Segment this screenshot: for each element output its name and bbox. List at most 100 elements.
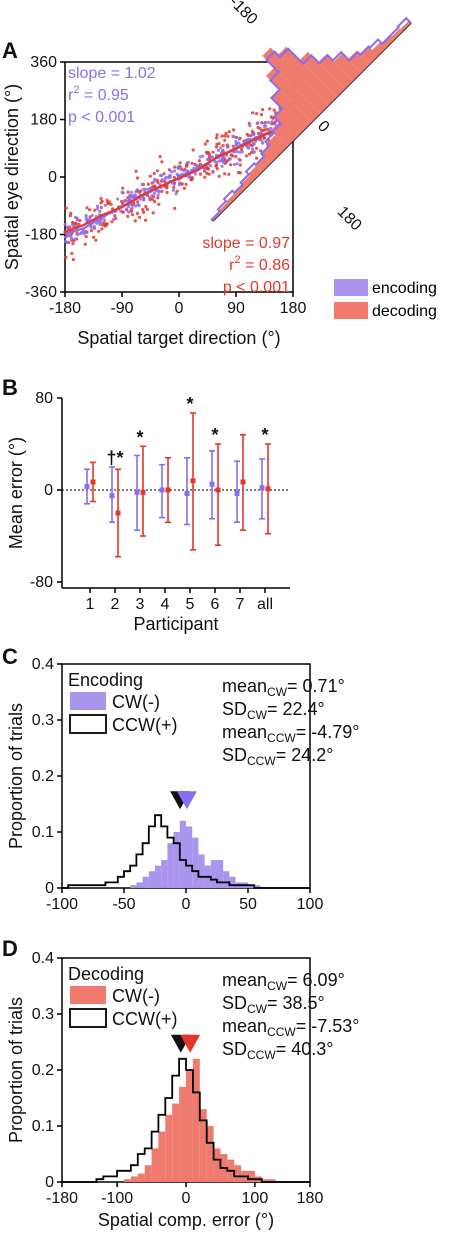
encoding-point [248, 124, 252, 128]
encoding-point [181, 169, 185, 173]
panel-a-y-tick-label: 0 [48, 169, 57, 186]
decoding-point [165, 186, 169, 190]
marginal-decoding-bar [299, 51, 346, 98]
encoding-point [215, 160, 219, 165]
cw-histogram-bar [155, 865, 162, 888]
decoding-mean-marker [215, 487, 221, 493]
panel-b-x-tick-label: 6 [211, 596, 220, 613]
encoding-point [69, 234, 73, 238]
decoding-point [211, 150, 215, 154]
encoding-mean-marker [134, 489, 140, 495]
encoding-point [269, 126, 273, 130]
marginal-bars [210, 16, 412, 222]
encoding-r2-text: r2 = 0.95 [68, 84, 129, 104]
decoding-point [190, 161, 194, 165]
cw-histogram-bar [124, 1179, 131, 1182]
decoding-point [99, 206, 103, 210]
panel-c-title: Encoding [68, 670, 143, 690]
decoding-point [165, 190, 169, 195]
panel-d-mean-cw: meanCW= 6.09° [222, 970, 345, 993]
x-tick-label: 50 [239, 896, 257, 913]
decoding-p-text: p < 0.001 [223, 279, 290, 296]
cw-histogram-bar [136, 882, 143, 888]
decoding-point [156, 180, 160, 185]
cw-histogram-bar [268, 1179, 276, 1182]
panel-c-mean-ccw: meanCCW= -4.79° [222, 722, 359, 745]
encoding-point [76, 233, 80, 237]
encoding-point [237, 137, 241, 141]
panel-d-sd-ccw: SDCCW= 40.3° [222, 1039, 333, 1062]
decoding-point [172, 185, 176, 189]
decoding-point [150, 197, 154, 201]
cw-histogram-bar [248, 885, 255, 888]
encoding-point [70, 236, 74, 240]
decoding-point [226, 134, 230, 138]
cw-histogram-bar [137, 1173, 145, 1182]
encoding-point [240, 150, 244, 154]
decoding-point [126, 214, 130, 218]
decoding-point [110, 220, 114, 224]
decoding-point [198, 172, 203, 176]
decoding-point [272, 108, 276, 112]
encoding-mean-marker [184, 490, 190, 496]
marginal-decoding-bar [265, 67, 321, 122]
decoding-mean-marker [265, 486, 271, 492]
x-tick-label: 100 [297, 896, 324, 913]
decoding-point [178, 161, 182, 165]
decoding-point [220, 134, 224, 138]
panel-d-histogram [62, 1034, 310, 1183]
panel-b-x-tick-label: 5 [186, 596, 195, 613]
x-tick-label: -180 [46, 1190, 78, 1207]
decoding-point [251, 111, 255, 115]
encoding-point [134, 204, 138, 208]
panel-c-ticks: -100 -50 0 50 100 0 0.1 0.2 0.3 0.4 [32, 656, 324, 913]
decoding-point [135, 176, 140, 180]
encoding-point [103, 203, 107, 207]
decoding-point [175, 189, 179, 193]
decoding-point [203, 175, 207, 179]
encoding-point [209, 155, 213, 159]
encoding-point [203, 168, 207, 172]
decoding-point [205, 171, 209, 175]
panel-a-y-tick-label: -180 [25, 227, 57, 244]
panel-a-x-tick-label: -90 [110, 300, 133, 317]
cw-histogram-bar [229, 876, 236, 888]
encoding-point [126, 210, 131, 214]
y-tick-label: 0.2 [32, 1062, 54, 1079]
encoding-point [116, 197, 120, 201]
y-tick-label: 0 [45, 1174, 54, 1191]
panel-b-error-bars: †* * * * * [84, 394, 271, 558]
panel-b-y-tick-label: 80 [35, 390, 53, 407]
decoding-point [173, 206, 177, 210]
significance-marker: * [211, 425, 218, 445]
cw-histogram-bar [144, 1165, 152, 1182]
legend-encoding-swatch [334, 279, 368, 296]
decoding-point [215, 167, 219, 171]
marginal-decoding-bar [277, 46, 337, 106]
cw-histogram-bar [167, 843, 174, 888]
decoding-point [162, 172, 166, 176]
decoding-point [260, 129, 264, 133]
decoding-point [238, 171, 242, 175]
panel-b-y-tick-label: 0 [44, 482, 53, 499]
cw-histogram-bar [192, 1058, 200, 1182]
decoding-point [221, 144, 225, 148]
decoding-point [214, 145, 219, 149]
panel-a-trend-lines [64, 119, 294, 235]
cw-histogram-bar [130, 1176, 138, 1182]
panel-c-legend-ccw-swatch [69, 714, 107, 734]
marginal-decoding-bar [318, 53, 354, 89]
encoding-point [188, 174, 192, 178]
encoding-point [63, 239, 68, 243]
x-tick-label: 0 [182, 896, 191, 913]
significance-marker: †* [106, 448, 123, 468]
decoding-point [121, 210, 125, 214]
encoding-point [156, 193, 160, 197]
y-tick-label: 0.3 [32, 712, 54, 729]
encoding-point [78, 232, 82, 236]
encoding-point [63, 222, 67, 226]
decoding-point [217, 174, 221, 178]
panel-label-b: B [2, 375, 18, 400]
marginal-decoding-bar [241, 175, 255, 188]
